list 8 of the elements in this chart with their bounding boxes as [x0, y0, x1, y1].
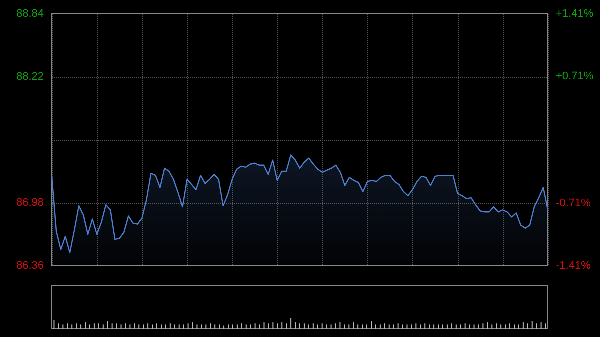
- y-tick-label: 88.84: [16, 8, 44, 20]
- y2-tick-label: -1.41%: [556, 260, 592, 272]
- y-tick-label: 88.22: [16, 71, 44, 83]
- y-tick-label: 86.98: [16, 197, 44, 209]
- y2-tick-label: +0.71%: [556, 70, 594, 83]
- y2-tick-label: -0.71%: [556, 197, 592, 210]
- y-tick-label: 86.36: [16, 260, 44, 272]
- y2-tick-label: +1.41%: [556, 8, 594, 20]
